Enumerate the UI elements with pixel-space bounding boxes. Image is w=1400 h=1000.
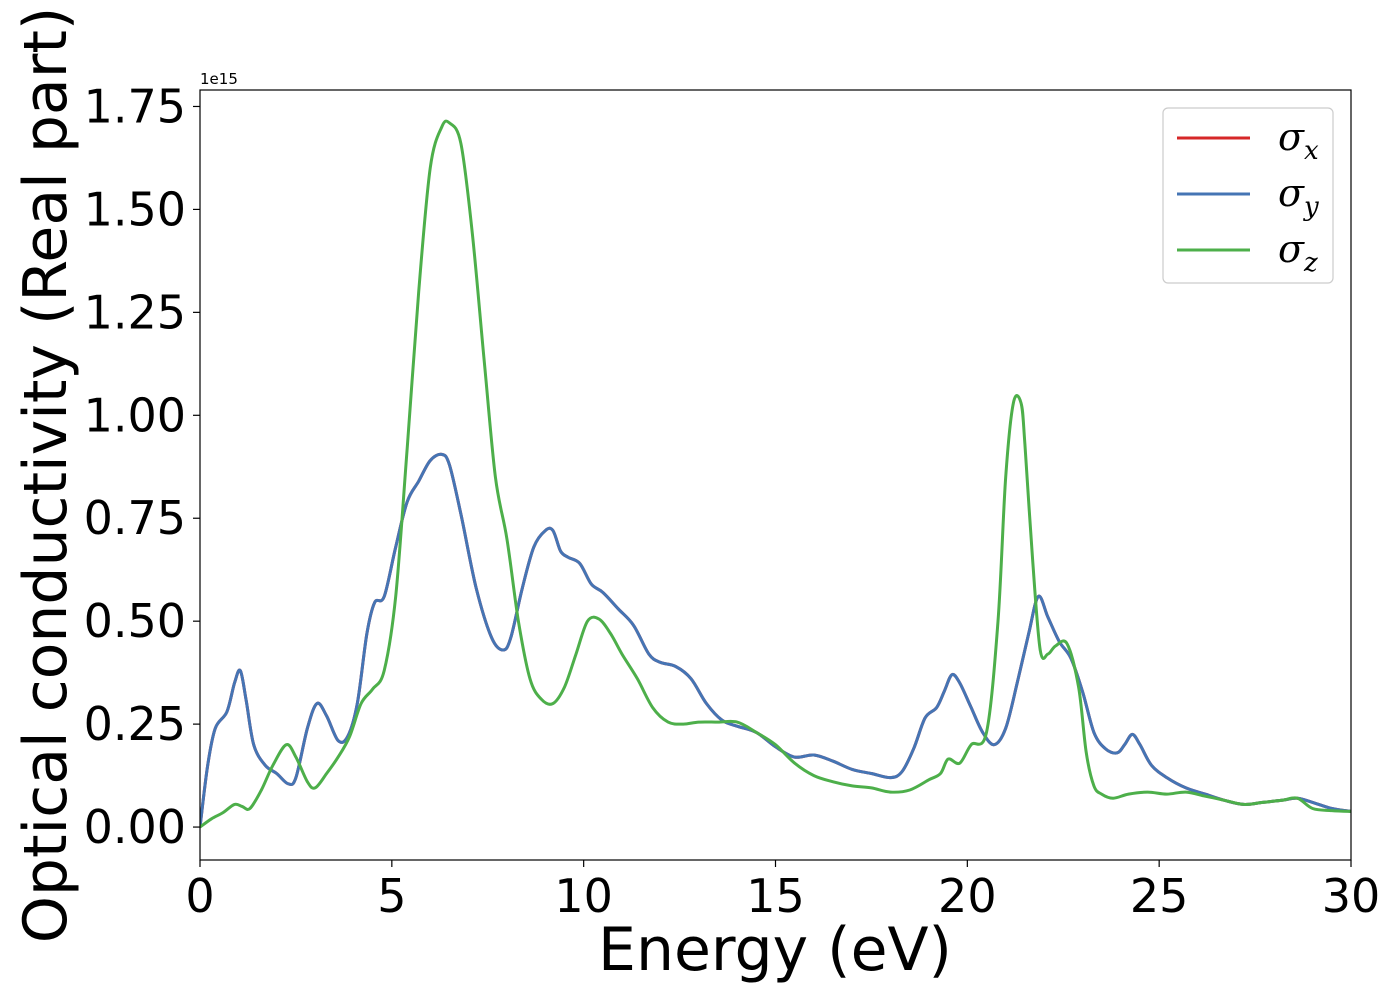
y-tick-label: 1.25	[84, 285, 186, 339]
x-tick-label: 0	[185, 869, 214, 923]
x-tick-label: 30	[1322, 869, 1381, 923]
x-tick-label: 20	[938, 869, 997, 923]
y-tick-label: 0.00	[84, 800, 186, 854]
y-offset-label: 1e15	[200, 70, 238, 88]
y-tick-label: 1.75	[84, 79, 186, 133]
series-line-z	[200, 119, 1351, 829]
y-tick-label: 0.25	[84, 697, 186, 751]
series-line-x	[200, 452, 1351, 828]
x-tick-label: 10	[554, 869, 613, 923]
series-layer	[200, 119, 1351, 829]
y-tick-label: 0.50	[84, 594, 186, 648]
x-tick-label: 5	[377, 869, 406, 923]
y-tick-label: 1.00	[84, 388, 186, 442]
y-tick-label: 1.50	[84, 182, 186, 236]
x-tick-label: 25	[1130, 869, 1189, 923]
y-tick-label: 0.75	[84, 491, 186, 545]
y-axis-ticks: 0.00 0.25 0.50 0.75 1.00 1.25 1.50 1.75	[84, 79, 200, 854]
x-axis-label: Energy (eV)	[598, 915, 952, 985]
series-line-y	[200, 452, 1351, 828]
x-tick-label: 15	[746, 869, 805, 923]
y-axis-label: Optical conductivity (Real part)	[11, 7, 81, 944]
x-axis-ticks: 0 5 10 15 20 25 30	[185, 860, 1380, 923]
